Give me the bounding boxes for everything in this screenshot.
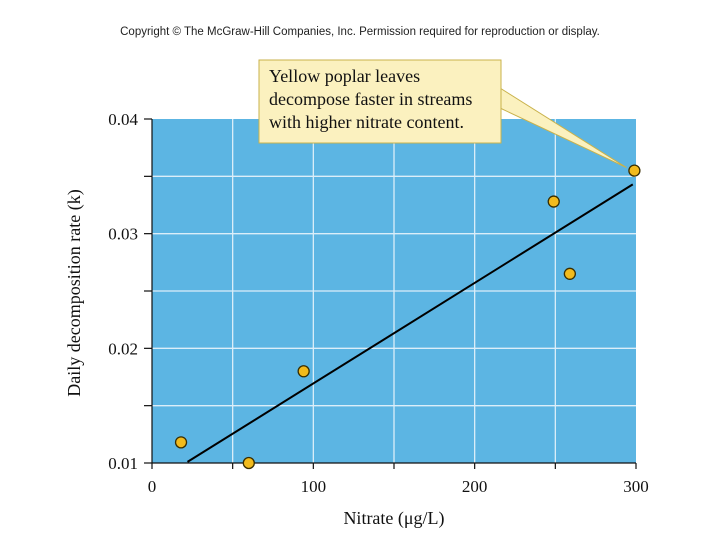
callout-line: with higher nitrate content. <box>269 112 464 132</box>
data-points <box>174 164 641 470</box>
x-tick-label: 100 <box>301 477 327 496</box>
y-tick-label: 0.03 <box>108 225 138 244</box>
data-point <box>563 267 577 280</box>
copyright-notice: Copyright © The McGraw-Hill Companies, I… <box>120 26 600 38</box>
data-point <box>242 456 255 470</box>
y-tick-label: 0.01 <box>108 454 138 473</box>
x-tick-label: 200 <box>462 477 488 496</box>
y-tick-label: 0.02 <box>108 339 138 358</box>
callout-box <box>258 59 502 144</box>
data-point <box>547 195 560 208</box>
axes <box>144 118 637 469</box>
y-axis-title: Daily decomposition rate (k) <box>64 189 85 396</box>
trend-line <box>186 183 634 463</box>
y-tick-label: 0.04 <box>108 110 138 129</box>
callout-line: Yellow poplar leaves <box>269 66 420 86</box>
annotation-callout: Yellow poplar leaves decompose faster in… <box>258 59 627 169</box>
x-tick-label: 300 <box>623 477 649 496</box>
x-tick-label: 0 <box>148 477 157 496</box>
callout-line: decompose faster in streams <box>269 89 472 109</box>
y-tick-labels: 0.01 0.02 0.03 0.04 <box>108 110 138 473</box>
data-point <box>174 436 188 449</box>
x-tick-labels: 0 100 200 300 <box>148 477 649 496</box>
callout-text: Yellow poplar leaves decompose faster in… <box>269 66 477 132</box>
x-axis-title: Nitrate (μg/L) <box>343 508 444 529</box>
data-point <box>297 365 310 378</box>
data-point <box>628 164 641 177</box>
